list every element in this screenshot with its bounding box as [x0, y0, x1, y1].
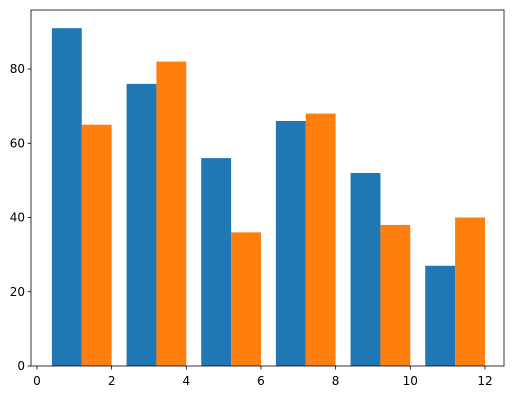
bar	[425, 265, 456, 366]
bar	[350, 172, 381, 366]
x-tick-label: 2	[108, 374, 116, 388]
bar	[81, 124, 112, 366]
y-tick-label: 80	[10, 62, 25, 76]
bar	[201, 158, 232, 366]
y-tick-label: 0	[17, 359, 25, 373]
plot-frame	[30, 9, 505, 367]
bar	[126, 83, 157, 366]
x-tick-label: 8	[332, 374, 340, 388]
bar	[51, 28, 82, 366]
x-tick-label: 0	[33, 374, 41, 388]
y-tick-label: 60	[10, 136, 25, 150]
bar	[305, 113, 336, 366]
x-tick-label: 12	[477, 374, 492, 388]
x-tick-label: 10	[403, 374, 418, 388]
bar	[156, 61, 187, 367]
bar	[455, 217, 485, 366]
bar	[380, 224, 411, 366]
x-tick-label: 6	[257, 374, 265, 388]
y-tick-label: 40	[10, 211, 25, 225]
x-tick-label: 4	[182, 374, 190, 388]
bar	[231, 232, 261, 366]
bar	[275, 120, 306, 367]
y-tick-label: 20	[10, 285, 25, 299]
